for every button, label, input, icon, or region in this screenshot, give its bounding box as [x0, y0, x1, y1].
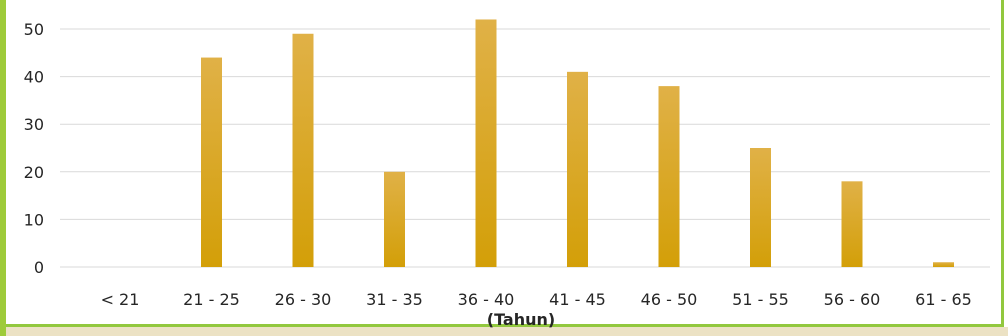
x-tick-label: 61 - 65: [915, 290, 972, 309]
x-tick-label: 21 - 25: [183, 290, 240, 309]
y-tick-label: 50: [24, 20, 44, 39]
y-tick-label: 30: [24, 115, 44, 134]
bar: [658, 86, 680, 268]
bar: [384, 171, 405, 267]
y-tick-label: 20: [24, 163, 44, 182]
y-tick-label: 10: [24, 210, 44, 229]
bar: [292, 33, 314, 268]
x-tick-label: < 21: [101, 290, 140, 309]
bar: [567, 71, 588, 267]
x-tick-label: 51 - 55: [732, 290, 789, 309]
chart-frame: [6, 0, 1004, 327]
x-axis-ticks: < 21 21 - 25 26 - 30 31 - 35 36 - 40 41 - 45 4…: [101, 290, 972, 309]
bar: [750, 148, 771, 267]
bottom-background-strip: [6, 327, 1008, 336]
x-tick-label: 46 - 50: [641, 290, 698, 309]
y-axis-ticks: 0 10 20 30 40 50: [24, 20, 44, 277]
x-tick-label: 36 - 40: [458, 290, 515, 309]
y-tick-label: 0: [34, 258, 44, 277]
x-tick-label: 56 - 60: [824, 290, 881, 309]
bar: [933, 262, 954, 267]
x-tick-label: 31 - 35: [366, 290, 423, 309]
x-tick-label: 26 - 30: [275, 290, 332, 309]
bar: [841, 181, 863, 267]
x-tick-label: 41 - 45: [549, 290, 606, 309]
x-axis-title: (Tahun): [487, 310, 555, 329]
bar: [201, 57, 222, 268]
bar: [475, 19, 497, 268]
left-border-strip: [0, 0, 6, 336]
bars: [201, 19, 954, 268]
y-tick-label: 40: [24, 68, 44, 87]
